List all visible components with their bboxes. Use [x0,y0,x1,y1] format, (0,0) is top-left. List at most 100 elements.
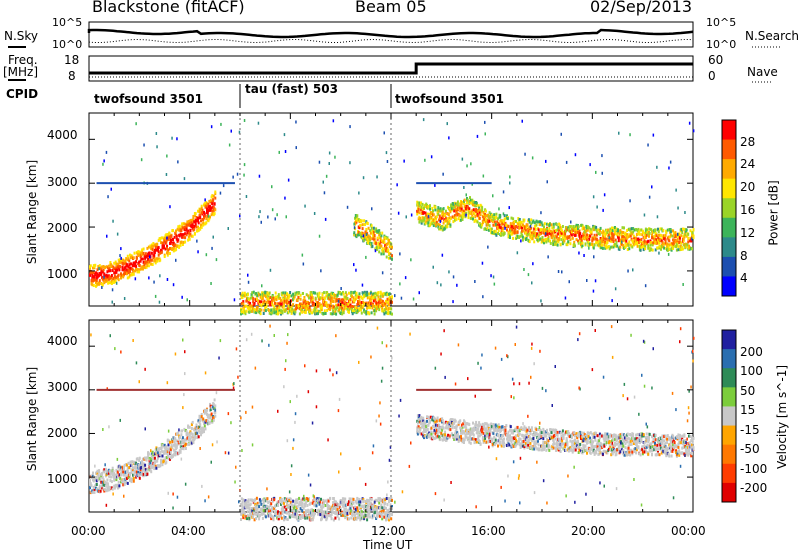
data-cell [125,268,128,272]
data-cell [491,442,494,446]
data-cell [533,227,536,231]
data-cell [427,221,430,225]
data-cell [383,312,386,316]
data-cell [298,305,301,309]
data-cell [165,240,168,244]
data-cell [89,479,91,482]
data-cell [346,297,349,300]
data-cell [478,223,481,227]
data-cell [506,217,509,221]
data-cell [135,268,138,271]
data-cell [450,216,453,220]
data-cell [372,230,375,234]
data-cell [172,249,175,253]
data-cell [161,450,164,454]
data-cell [533,447,536,451]
data-cell [89,273,91,277]
data-cell [621,226,624,230]
data-cell [460,218,462,222]
data-cell [517,217,520,220]
data-cell [454,437,457,441]
data-cell [430,432,433,436]
data-cell [191,223,194,227]
data-cell [551,230,554,234]
data-cell [138,270,141,274]
data-cell [243,173,245,177]
data-cell [668,239,671,243]
data-cell [190,427,193,430]
data-cell [159,258,162,262]
data-cell [208,416,211,420]
data-cell [372,292,375,296]
data-cell [456,200,459,204]
data-cell [165,445,168,449]
data-cell [538,448,541,452]
data-cell [109,261,112,264]
data-cell [336,298,339,302]
data-cell [138,264,141,268]
data-cell [569,238,572,242]
data-cell [183,222,186,226]
data-cell [384,244,387,248]
data-cell [367,226,370,230]
data-cell [294,293,297,297]
data-cell [96,272,99,276]
data-cell [212,418,215,422]
data-cell [438,430,441,434]
data-cell [665,231,668,235]
noise-top-right-tick: 10^5 [706,16,737,29]
data-cell [334,155,336,159]
data-cell [110,469,113,473]
data-cell [283,301,285,305]
data-cell [113,261,116,265]
data-cell [524,433,527,437]
data-cell [613,232,616,236]
data-cell [252,290,255,294]
data-cell [570,231,573,234]
data-cell [367,234,370,238]
data-cell [120,247,122,251]
data-cell [318,160,321,164]
data-cell [420,416,423,420]
data-cell [126,474,129,478]
data-cell [452,300,454,304]
data-cell [575,223,578,227]
data-cell [521,434,524,438]
data-cell [422,216,425,220]
data-cell [469,437,471,441]
data-cell [102,483,105,487]
data-cell [247,307,250,311]
data-cell [329,295,332,299]
data-cell [540,211,542,215]
data-cell [599,226,602,230]
data-cell [561,236,564,240]
data-cell [341,303,344,307]
data-cell [141,252,144,256]
data-cell [212,235,214,239]
data-cell [618,131,620,135]
data-cell [236,172,239,176]
data-cell [436,434,439,438]
data-cell [169,450,172,454]
data-cell [490,274,492,278]
data-cell [335,307,338,311]
data-cell [161,463,164,467]
data-cell [545,159,547,163]
data-cell [371,207,373,211]
data-cell [566,242,569,246]
data-cell [430,435,433,439]
data-cell [387,312,390,316]
data-cell [124,259,127,263]
data-cell [535,223,538,227]
data-cell [682,283,684,286]
data-cell [429,213,431,216]
data-cell [251,309,254,313]
data-cell [290,294,293,298]
data-cell [416,432,419,436]
data-cell [511,429,514,433]
data-cell [508,443,511,447]
data-cell [549,223,551,227]
data-cell [642,245,645,249]
data-cell [214,404,217,408]
data-cell [140,158,143,162]
